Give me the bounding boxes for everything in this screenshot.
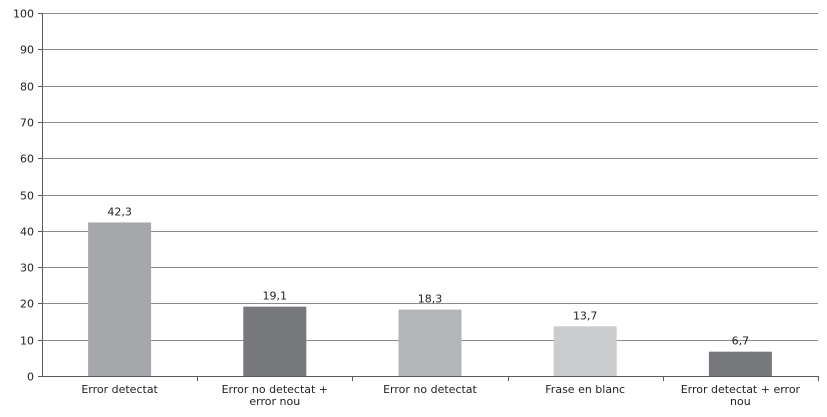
gridlines (42, 13, 818, 341)
data-label: 6,7 (732, 335, 750, 348)
x-category-label: Error detectat + error nou (681, 383, 801, 408)
bars (88, 222, 772, 376)
bar (708, 351, 772, 376)
x-category-label: Frase en blanc (545, 383, 625, 396)
axes (38, 13, 819, 381)
bar (553, 326, 617, 376)
x-category-label: Error no detectat (383, 383, 477, 396)
data-labels: 42,3 19,1 18,3 13,7 6,7 (107, 205, 749, 347)
y-tick-label: 30 (20, 262, 34, 275)
bar (243, 306, 307, 376)
x-axis-category-labels: Error detectat Error no detectat + error n… (81, 383, 800, 408)
y-tick-label: 70 (20, 117, 34, 130)
data-label: 18,3 (418, 293, 443, 306)
y-tick-label: 90 (20, 44, 34, 57)
bar (398, 309, 462, 376)
y-tick-label: 40 (20, 226, 34, 239)
data-label: 13,7 (573, 309, 598, 322)
y-tick-label: 100 (13, 8, 34, 21)
y-tick-label: 10 (20, 335, 34, 348)
y-axis-tick-labels: 0 10 20 30 40 50 60 70 80 90 100 (13, 8, 34, 384)
bar (88, 222, 152, 376)
x-category-label: Error no detectat + error nou (222, 383, 328, 408)
y-tick-label: 80 (20, 81, 34, 94)
y-tick-label: 0 (27, 371, 34, 384)
data-label: 19,1 (263, 290, 288, 303)
y-tick-label: 60 (20, 153, 34, 166)
y-tick-label: 20 (20, 298, 34, 311)
y-tick-label: 50 (20, 190, 34, 203)
data-label: 42,3 (107, 205, 132, 218)
x-category-label: Error detectat (81, 383, 158, 396)
